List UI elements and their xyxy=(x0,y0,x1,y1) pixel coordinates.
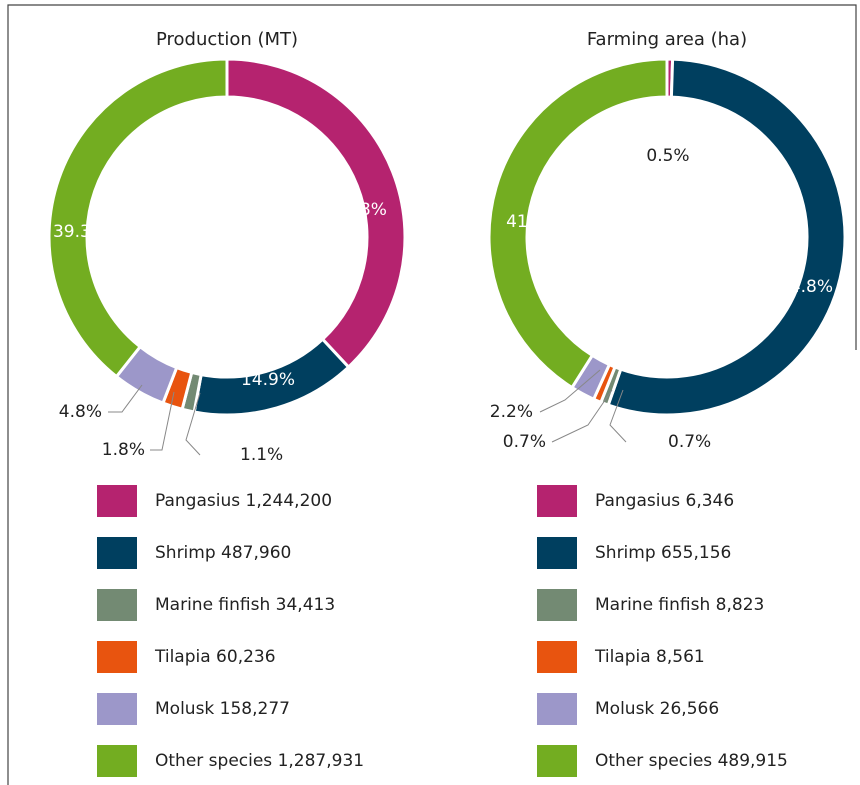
legend-swatch xyxy=(97,537,137,569)
legend-label: Other species 1,287,931 xyxy=(155,751,364,771)
legend-label: Tilapia 60,236 xyxy=(154,647,276,667)
legend-swatch xyxy=(537,537,577,569)
value-label: 54.8% xyxy=(779,277,833,297)
legend-label: Molusk 26,566 xyxy=(595,699,719,719)
legend-label: Pangasius 1,244,200 xyxy=(155,491,332,511)
legend-swatch xyxy=(97,693,137,725)
value-label: 38% xyxy=(349,200,387,220)
slice xyxy=(225,57,407,370)
legend-swatch xyxy=(97,641,137,673)
legend-label: Shrimp 487,960 xyxy=(155,543,291,563)
legend-label: Tilapia 8,561 xyxy=(594,647,705,667)
legend-swatch xyxy=(97,485,137,517)
slice xyxy=(487,57,669,390)
value-label: 1.1% xyxy=(240,445,283,465)
legend-label: Marine finfish 8,823 xyxy=(595,595,764,615)
legend-label: Marine finfish 34,413 xyxy=(155,595,335,615)
legend-label: Molusk 158,277 xyxy=(155,699,290,719)
chart-title: Farming area (ha) xyxy=(587,29,747,50)
chart-title: Production (MT) xyxy=(156,29,298,50)
legend-swatch xyxy=(97,589,137,621)
value-label: 1.8% xyxy=(102,440,145,460)
value-label: 41% xyxy=(506,212,544,232)
frame xyxy=(7,4,857,785)
slice xyxy=(606,57,847,417)
leader-line xyxy=(539,369,601,413)
leader-line xyxy=(609,389,627,443)
value-label: 0.7% xyxy=(503,432,546,452)
legend-swatch xyxy=(97,745,137,777)
legend-label: Shrimp 655,156 xyxy=(595,543,731,563)
legend-label: Pangasius 6,346 xyxy=(595,491,734,511)
leader-line xyxy=(150,391,175,451)
value-label: 4.8% xyxy=(59,402,102,422)
value-label: 0.5% xyxy=(646,146,689,166)
value-label: 39.3% xyxy=(53,222,107,242)
legend-swatch xyxy=(537,641,577,673)
legend-swatch xyxy=(537,745,577,777)
leader-line xyxy=(551,389,613,443)
legend-swatch xyxy=(537,485,577,517)
leader-line xyxy=(185,392,201,456)
slice xyxy=(47,57,229,379)
value-label: 14.9% xyxy=(241,370,295,390)
leader-line xyxy=(108,384,143,413)
legend-swatch xyxy=(537,589,577,621)
legend-label: Other species 489,915 xyxy=(595,751,788,771)
legend-swatch xyxy=(537,693,577,725)
value-label: 2.2% xyxy=(490,402,533,422)
value-label: 0.7% xyxy=(668,432,711,452)
